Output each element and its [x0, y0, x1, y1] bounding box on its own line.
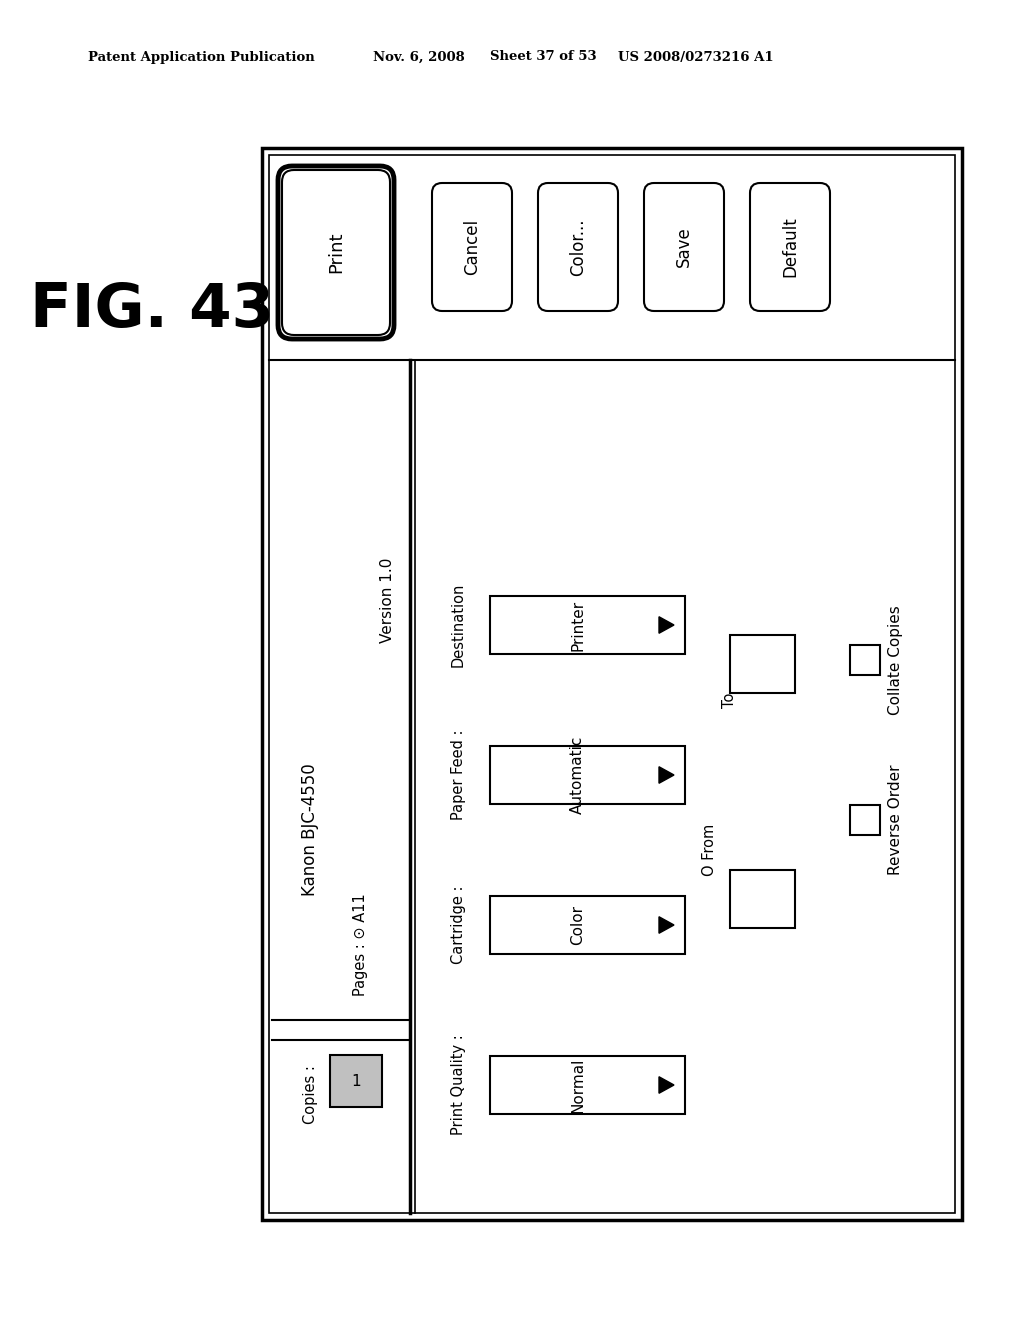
Text: Sheet 37 of 53: Sheet 37 of 53	[490, 50, 597, 63]
Text: 1: 1	[351, 1073, 360, 1089]
Text: Paper Feed :: Paper Feed :	[451, 730, 466, 820]
Text: FIG. 43: FIG. 43	[30, 281, 274, 339]
Text: Patent Application Publication: Patent Application Publication	[88, 50, 314, 63]
Bar	[730, 870, 795, 928]
Polygon shape	[659, 917, 674, 933]
Bar	[490, 597, 685, 653]
Text: O From: O From	[702, 824, 718, 876]
Bar	[490, 1056, 685, 1114]
Bar	[262, 148, 962, 1220]
Text: Cartridge :: Cartridge :	[451, 886, 466, 964]
Text: Copies :: Copies :	[302, 1065, 317, 1125]
Bar	[490, 896, 685, 954]
Text: Normal: Normal	[570, 1057, 585, 1113]
Bar	[330, 1055, 382, 1107]
Bar	[490, 746, 685, 804]
Text: Print Quality :: Print Quality :	[451, 1035, 466, 1135]
Text: Automatic: Automatic	[570, 735, 585, 814]
Bar	[850, 645, 880, 675]
Text: Destination: Destination	[451, 583, 466, 667]
Text: Default: Default	[781, 216, 799, 277]
Text: Save: Save	[675, 227, 693, 268]
FancyBboxPatch shape	[750, 183, 830, 312]
Text: US 2008/0273216 A1: US 2008/0273216 A1	[618, 50, 773, 63]
FancyBboxPatch shape	[282, 170, 390, 335]
FancyBboxPatch shape	[278, 166, 394, 339]
Text: Print: Print	[327, 232, 345, 273]
Text: Collate Copies: Collate Copies	[888, 605, 903, 715]
Text: To: To	[723, 692, 737, 708]
FancyBboxPatch shape	[644, 183, 724, 312]
Polygon shape	[659, 616, 674, 634]
FancyBboxPatch shape	[432, 183, 512, 312]
Polygon shape	[659, 1077, 674, 1093]
Text: Cancel: Cancel	[463, 219, 481, 275]
Text: Color: Color	[570, 906, 585, 945]
Bar	[269, 154, 955, 1213]
Text: Pages : ⊙ A11: Pages : ⊙ A11	[352, 894, 368, 997]
Text: Printer: Printer	[570, 599, 585, 651]
Text: Color...: Color...	[569, 218, 587, 276]
Text: Kanon BJC-4550: Kanon BJC-4550	[301, 764, 319, 896]
Text: Reverse Order: Reverse Order	[888, 764, 903, 875]
Text: Version 1.0: Version 1.0	[381, 557, 395, 643]
Polygon shape	[659, 767, 674, 783]
Bar	[850, 805, 880, 836]
Text: Nov. 6, 2008: Nov. 6, 2008	[373, 50, 465, 63]
Bar	[730, 635, 795, 693]
FancyBboxPatch shape	[538, 183, 618, 312]
